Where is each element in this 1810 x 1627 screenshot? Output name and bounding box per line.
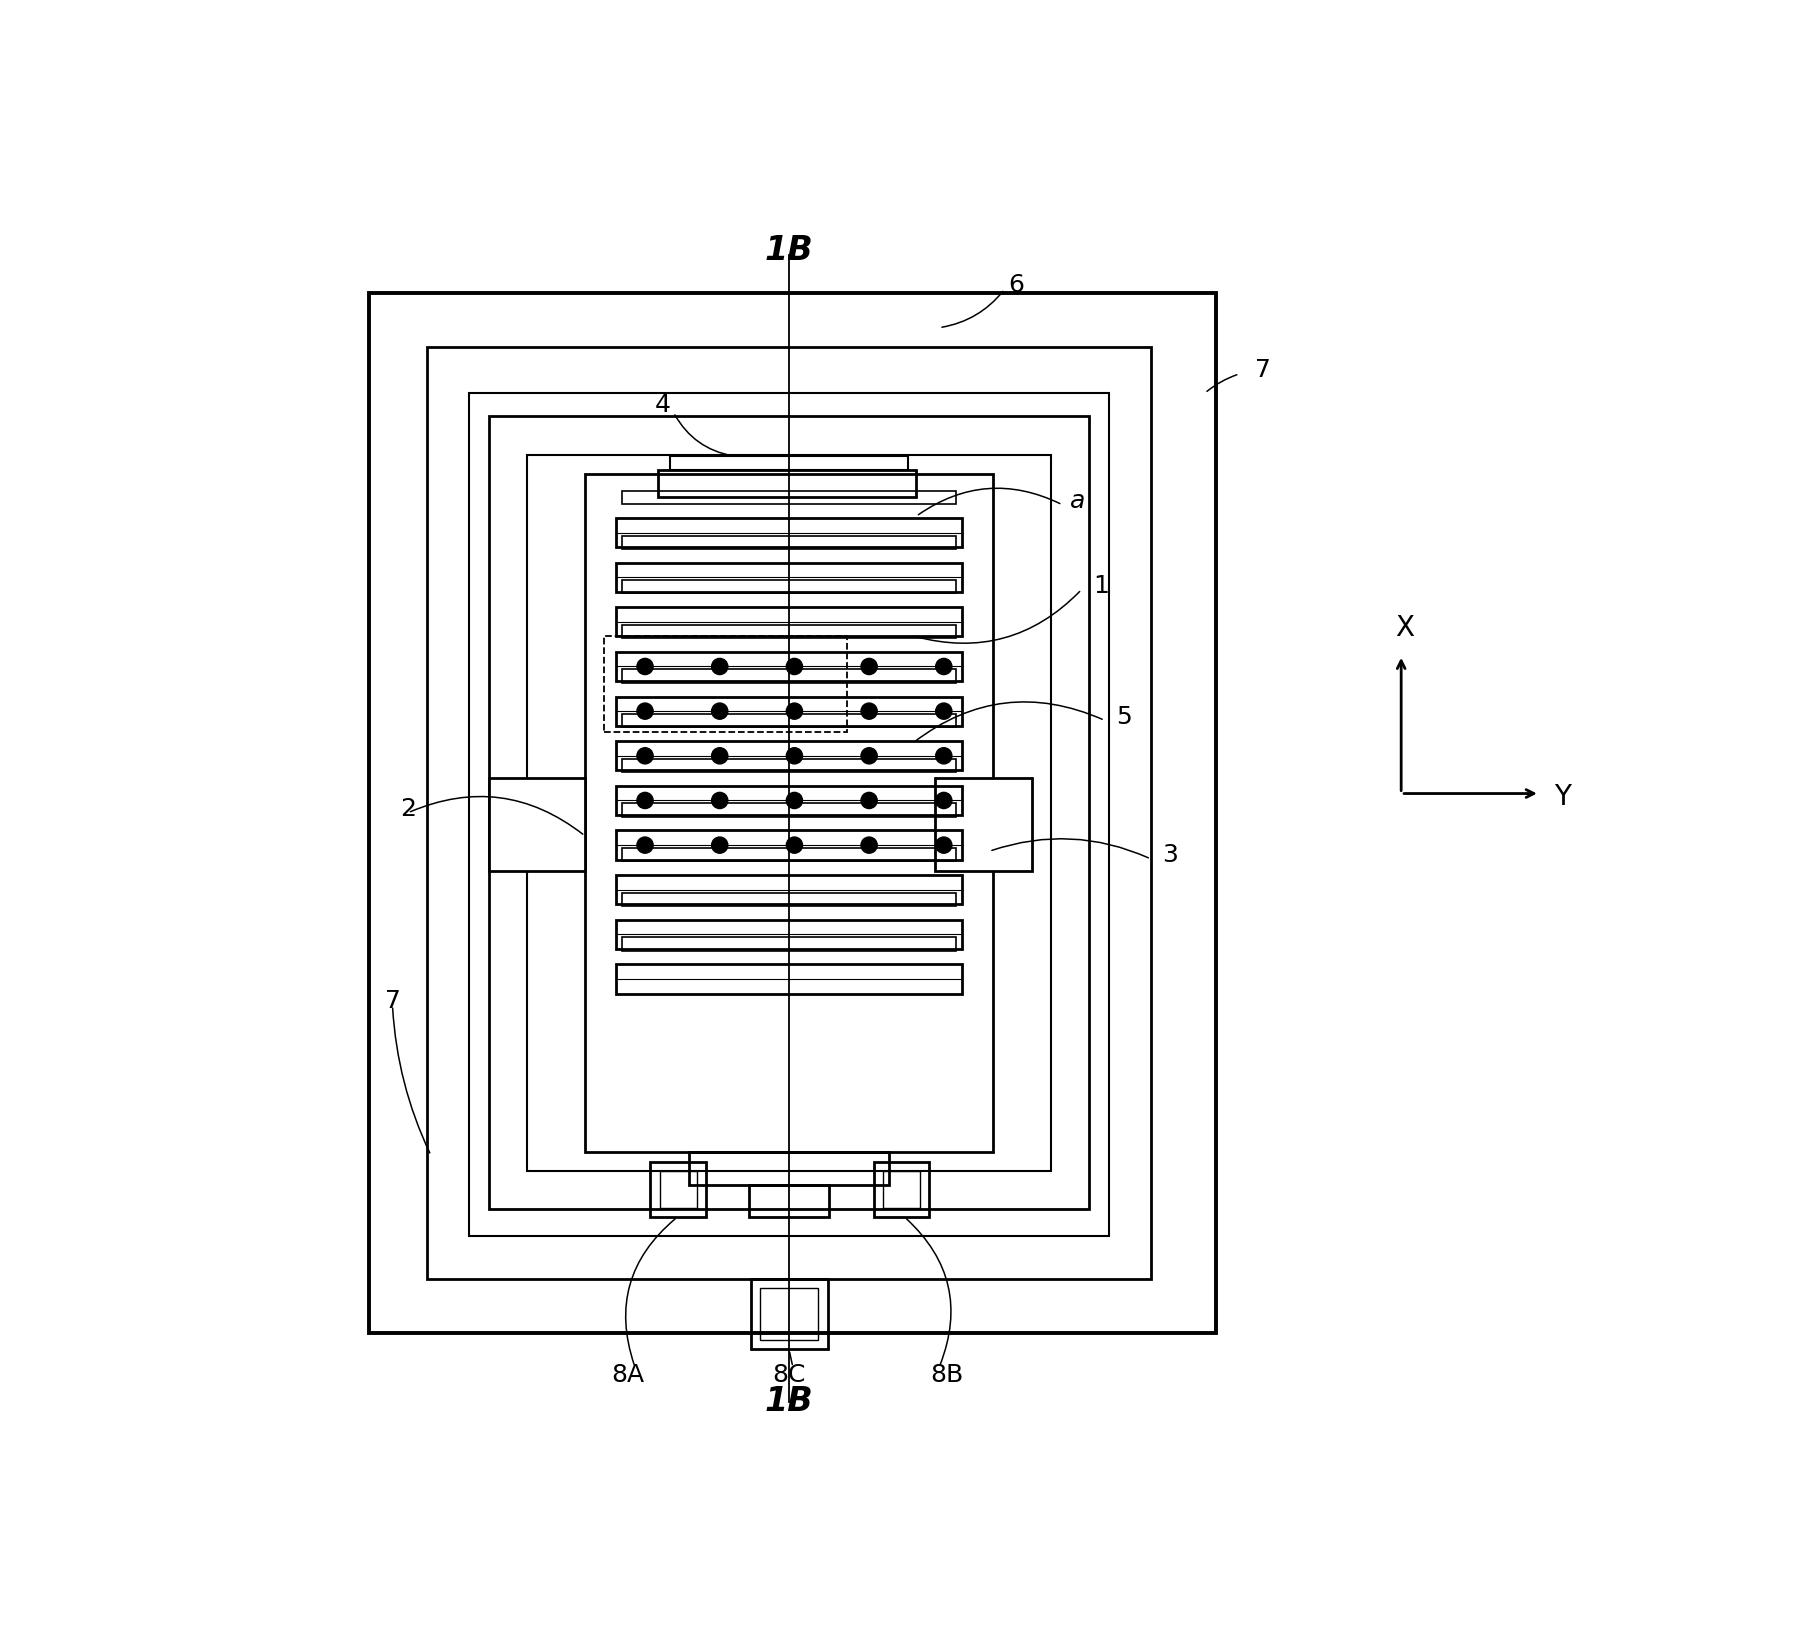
Circle shape	[786, 792, 802, 809]
Bar	[427, 347, 1151, 1279]
Bar	[659, 470, 916, 498]
Bar	[623, 937, 956, 950]
Bar	[369, 293, 1216, 1333]
Bar	[623, 581, 956, 594]
Circle shape	[637, 748, 653, 765]
Text: 7: 7	[386, 989, 400, 1014]
Bar	[585, 473, 994, 1152]
Bar	[883, 1171, 919, 1207]
Circle shape	[711, 748, 728, 765]
Bar	[615, 965, 963, 994]
Bar	[659, 1171, 697, 1207]
Bar	[749, 1184, 829, 1217]
Bar	[615, 919, 963, 949]
Text: X: X	[1396, 613, 1415, 643]
Bar	[751, 1279, 827, 1349]
Text: a: a	[1070, 490, 1086, 513]
Circle shape	[862, 703, 878, 719]
Bar	[615, 875, 963, 905]
Bar	[670, 456, 909, 470]
Bar	[936, 778, 1032, 870]
Text: 2: 2	[400, 797, 416, 822]
Bar	[615, 742, 963, 771]
Circle shape	[637, 836, 653, 853]
Circle shape	[936, 748, 952, 765]
Bar	[623, 491, 956, 504]
Text: 1: 1	[1093, 574, 1110, 597]
Circle shape	[637, 659, 653, 675]
Bar	[623, 804, 956, 817]
Bar	[615, 786, 963, 815]
Bar	[489, 417, 1090, 1209]
Circle shape	[711, 792, 728, 809]
Text: 5: 5	[1117, 704, 1131, 729]
Text: 6: 6	[1008, 273, 1024, 298]
Bar	[469, 394, 1108, 1237]
Text: 8B: 8B	[930, 1363, 963, 1386]
Circle shape	[862, 836, 878, 853]
Bar	[615, 563, 963, 592]
Circle shape	[637, 792, 653, 809]
Circle shape	[936, 792, 952, 809]
Circle shape	[786, 836, 802, 853]
Text: 8A: 8A	[610, 1363, 644, 1386]
Circle shape	[936, 836, 952, 853]
Text: 1B: 1B	[764, 234, 813, 267]
Circle shape	[637, 703, 653, 719]
Text: 3: 3	[1162, 843, 1178, 867]
Text: 1B: 1B	[764, 1385, 813, 1419]
Text: 8C: 8C	[773, 1363, 805, 1386]
Bar	[623, 669, 956, 683]
Bar	[650, 1162, 706, 1217]
Bar	[623, 893, 956, 906]
Bar	[605, 636, 847, 732]
Bar	[623, 714, 956, 727]
Circle shape	[786, 659, 802, 675]
Circle shape	[711, 703, 728, 719]
Bar	[615, 652, 963, 682]
Bar	[623, 848, 956, 861]
Bar	[527, 454, 1052, 1171]
Bar	[615, 696, 963, 726]
Text: 7: 7	[1254, 358, 1271, 382]
Circle shape	[862, 748, 878, 765]
Bar	[623, 625, 956, 638]
Text: 4: 4	[653, 392, 670, 417]
Bar	[615, 830, 963, 859]
Bar	[615, 517, 963, 547]
Circle shape	[711, 659, 728, 675]
Circle shape	[786, 748, 802, 765]
Circle shape	[711, 836, 728, 853]
Circle shape	[862, 792, 878, 809]
Text: Y: Y	[1555, 783, 1571, 812]
Bar	[615, 607, 963, 636]
Circle shape	[786, 703, 802, 719]
Bar	[690, 1152, 889, 1184]
Bar	[623, 535, 956, 548]
Bar	[623, 758, 956, 771]
Bar	[760, 1289, 818, 1341]
Circle shape	[936, 703, 952, 719]
Circle shape	[862, 659, 878, 675]
Circle shape	[936, 659, 952, 675]
Bar	[874, 1162, 929, 1217]
Bar	[489, 778, 585, 870]
